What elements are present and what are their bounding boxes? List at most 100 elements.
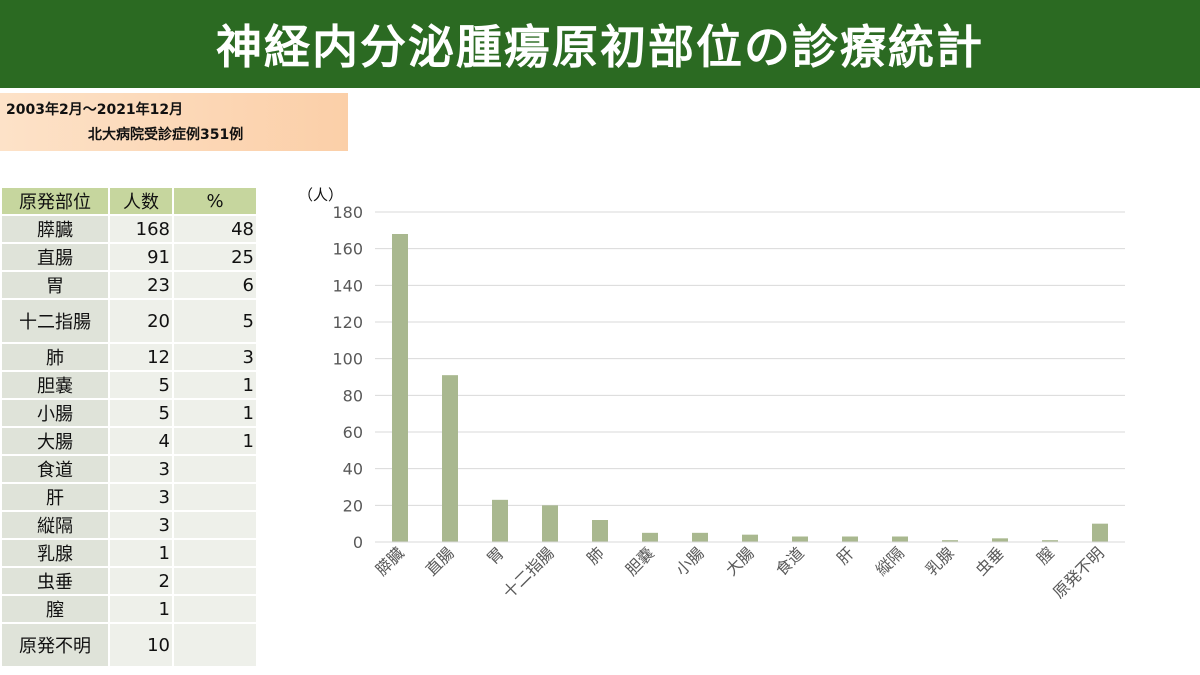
case-count-label: 北大病院受診症例351例: [88, 127, 244, 143]
y-tick-label: 180: [332, 203, 363, 222]
site-cell: 虫垂: [2, 568, 108, 594]
x-tick-label: 十二指腸: [499, 543, 558, 602]
table-row: 十二指腸 20 5: [2, 300, 256, 342]
site-table: 原発部位 人数 % 膵臓 168 48 直腸 91 25 胃 23 6 十二指腸 20 5 肺 12 3 胆嚢…: [0, 186, 258, 668]
x-tick-label: 原発不明: [1049, 543, 1108, 602]
bar: [592, 520, 608, 542]
count-cell: 3: [110, 484, 172, 510]
bar: [942, 540, 958, 542]
count-cell: 20: [110, 300, 172, 342]
table-row: 縦隔 3: [2, 512, 256, 538]
table-row: 虫垂 2: [2, 568, 256, 594]
header-count: 人数: [110, 188, 172, 214]
table-row: 胃 23 6: [2, 272, 256, 298]
count-cell: 10: [110, 624, 172, 666]
bar: [392, 234, 408, 542]
percent-cell: 1: [174, 428, 256, 454]
table-row: 食道 3: [2, 456, 256, 482]
x-tick-label: 縦隔: [872, 543, 908, 579]
bar: [892, 536, 908, 542]
percent-cell: [174, 624, 256, 666]
table-row: 胆嚢 5 1: [2, 372, 256, 398]
table-row: 肺 12 3: [2, 344, 256, 370]
count-cell: 3: [110, 512, 172, 538]
x-tick-label: 膣: [1033, 543, 1058, 568]
table-row: 小腸 5 1: [2, 400, 256, 426]
y-tick-label: 20: [343, 496, 363, 515]
site-cell: 直腸: [2, 244, 108, 270]
percent-cell: 25: [174, 244, 256, 270]
x-tick-label: 食道: [772, 543, 808, 579]
count-cell: 1: [110, 540, 172, 566]
bar: [842, 536, 858, 542]
bar: [692, 532, 708, 542]
site-cell: 原発不明: [2, 624, 108, 666]
table-row: 原発不明 10: [2, 624, 256, 666]
percent-cell: [174, 596, 256, 622]
site-cell: 膵臓: [2, 216, 108, 242]
bar: [1042, 540, 1058, 542]
percent-cell: 6: [174, 272, 256, 298]
percent-cell: [174, 540, 256, 566]
count-cell: 23: [110, 272, 172, 298]
table-row: 乳腺 1: [2, 540, 256, 566]
site-cell: 大腸: [2, 428, 108, 454]
title-bar: 神経内分泌腫瘍原初部位の診療統計: [0, 0, 1200, 88]
percent-cell: 1: [174, 400, 256, 426]
bar-chart: （人） 0 20 40 60 80 100 120 140 160 180 膵臓 直腸 胃十二指腸肺胆嚢小…: [298, 186, 1125, 602]
percent-cell: 1: [174, 372, 256, 398]
y-tick-label: 40: [343, 460, 363, 479]
x-tick-label: 乳腺: [922, 543, 958, 579]
count-cell: 4: [110, 428, 172, 454]
percent-cell: 3: [174, 344, 256, 370]
header-percent: %: [174, 188, 256, 214]
y-tick-label: 140: [332, 276, 363, 295]
x-tick-label: 直腸: [422, 543, 458, 579]
x-tick-label: 肺: [583, 543, 608, 568]
site-cell: 縦隔: [2, 512, 108, 538]
x-tick-label: 胃: [483, 543, 508, 568]
bar: [492, 499, 508, 542]
count-cell: 5: [110, 372, 172, 398]
x-tick-label: 小腸: [672, 543, 708, 579]
subtitle-box: 2003年2月〜2021年12月 北大病院受診症例351例: [0, 93, 348, 151]
site-cell: 胃: [2, 272, 108, 298]
table-header-row: 原発部位 人数 %: [2, 188, 256, 214]
percent-cell: [174, 512, 256, 538]
count-cell: 91: [110, 244, 172, 270]
site-cell: 肝: [2, 484, 108, 510]
bar: [742, 534, 758, 542]
table-row: 膵臓 168 48: [2, 216, 256, 242]
site-cell: 十二指腸: [2, 300, 108, 342]
period-label: 2003年2月〜2021年12月: [6, 102, 184, 118]
site-cell: 肺: [2, 344, 108, 370]
site-cell: 乳腺: [2, 540, 108, 566]
x-tick-label: 大腸: [722, 543, 758, 579]
y-axis-unit-label: （人）: [298, 186, 343, 204]
percent-cell: [174, 484, 256, 510]
y-tick-label: 0: [353, 533, 363, 552]
percent-cell: [174, 456, 256, 482]
y-tick-label: 120: [332, 313, 363, 332]
y-tick-label: 160: [332, 240, 363, 259]
count-cell: 12: [110, 344, 172, 370]
bar: [542, 505, 558, 542]
count-cell: 3: [110, 456, 172, 482]
bar: [442, 375, 458, 542]
page-title: 神経内分泌腫瘍原初部位の診療統計: [216, 20, 984, 74]
table-row: 直腸 91 25: [2, 244, 256, 270]
count-cell: 1: [110, 596, 172, 622]
y-tick-label: 60: [343, 423, 363, 442]
count-cell: 2: [110, 568, 172, 594]
y-tick-label: 100: [332, 350, 363, 369]
site-cell: 小腸: [2, 400, 108, 426]
percent-cell: [174, 568, 256, 594]
x-tick-label: 虫垂: [972, 543, 1008, 579]
count-cell: 5: [110, 400, 172, 426]
percent-cell: 5: [174, 300, 256, 342]
bar: [1092, 523, 1108, 542]
bar: [792, 536, 808, 542]
x-tick-label: 胆嚢: [622, 543, 658, 579]
